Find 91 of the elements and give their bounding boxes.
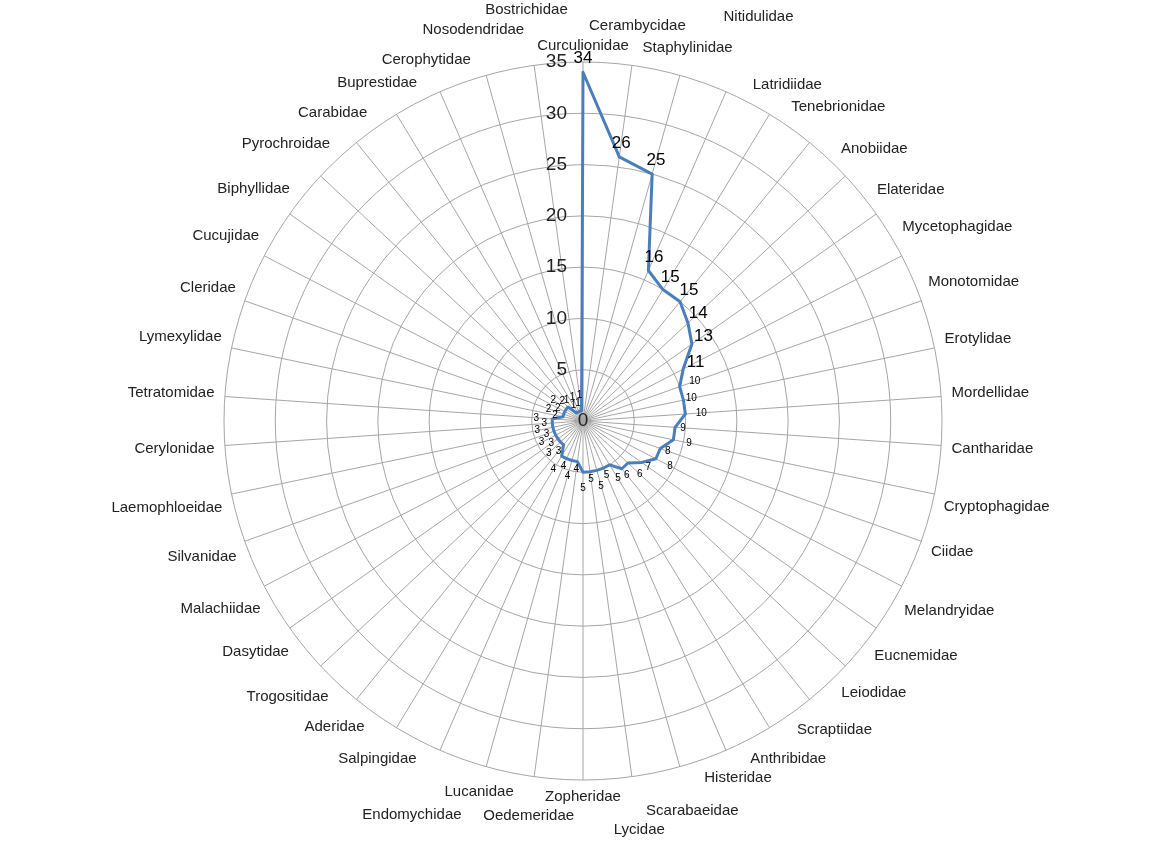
data-label: 6 <box>624 468 631 480</box>
data-label: 10 <box>695 406 708 418</box>
spoke-label: Histeridae <box>704 767 772 785</box>
spoke-label: Scraptiidae <box>796 720 873 738</box>
data-label: 1 <box>569 390 576 402</box>
y-tick-label: 15 <box>545 255 567 277</box>
data-label: 4 <box>573 463 580 475</box>
spoke-label: Leiodidae <box>841 682 907 700</box>
data-label: 6 <box>636 467 643 479</box>
data-label: 1 <box>575 397 582 409</box>
data-label: 3 <box>534 424 541 436</box>
spoke-label: Cryptophagidae <box>943 497 1050 515</box>
data-label: 4 <box>564 469 571 481</box>
data-label: 9 <box>680 421 687 433</box>
data-label: 3 <box>538 436 545 448</box>
spoke-label: Carabidae <box>298 103 368 121</box>
spoke-label: Endomychidae <box>362 804 462 822</box>
data-label: 1 <box>570 399 577 411</box>
spoke-label: Lymexylidae <box>138 327 222 345</box>
spoke-label: Tenebrionidae <box>791 97 886 115</box>
spoke-label: Elateridae <box>876 179 945 197</box>
spoke-label: Erotylidae <box>944 329 1012 347</box>
spoke-label: Salpingidae <box>338 749 417 767</box>
data-label: 3 <box>548 437 555 449</box>
spoke-label: Lucanidae <box>444 781 514 799</box>
y-tick-label: 20 <box>545 204 567 226</box>
spoke-label: Staphylinidae <box>642 37 733 55</box>
spoke-label: Aderidae <box>304 716 365 734</box>
spoke-label: Latridiidae <box>752 75 822 93</box>
spoke-label: Monotomidae <box>928 272 1020 290</box>
spoke-label: Ciidae <box>930 542 974 560</box>
spoke-label: Anobiidae <box>840 139 908 157</box>
spoke-label: Bostrichidae <box>485 0 568 17</box>
spoke-label: Laemophloeidae <box>111 497 223 515</box>
data-label: 11 <box>686 352 705 372</box>
data-label: 8 <box>665 444 672 456</box>
data-label: 3 <box>546 446 553 458</box>
data-label: 10 <box>689 375 701 387</box>
data-label: 13 <box>693 325 713 345</box>
spoke-label: Lycidae <box>613 820 665 838</box>
spoke-label: Tetratomidae <box>127 382 215 400</box>
spoke-label: Cleridae <box>180 277 236 295</box>
spoke-label: Silvanidae <box>167 546 237 564</box>
data-label: 5 <box>603 469 610 481</box>
spoke-label: Cerophytidae <box>381 50 471 68</box>
spoke-label: Buprestidae <box>337 72 418 90</box>
y-tick-label: 0 <box>577 409 589 431</box>
data-label: 25 <box>646 150 666 170</box>
spoke-label: Cucujidae <box>192 226 260 244</box>
data-label: 4 <box>550 463 557 475</box>
spoke-label: Mordellidae <box>951 383 1030 401</box>
y-tick-label: 30 <box>545 101 567 123</box>
data-label: 3 <box>543 427 550 439</box>
spoke-label: Scarabaeidae <box>646 801 739 819</box>
data-label: 4 <box>560 459 567 471</box>
data-label: 3 <box>541 417 548 429</box>
spoke-label: Melandryidae <box>904 600 995 618</box>
spoke-label: Biphyllidae <box>217 178 290 196</box>
data-label: 8 <box>667 459 674 471</box>
spoke-label: Dasytidae <box>222 642 289 660</box>
data-label: 5 <box>615 472 622 484</box>
spoke-label: Pyrochroidae <box>241 133 331 151</box>
data-label: 3 <box>533 411 540 423</box>
spoke-label: Zopheridae <box>545 786 621 804</box>
data-label: 15 <box>660 267 680 287</box>
y-tick-label: 5 <box>556 357 567 379</box>
spoke-label: Anthribidae <box>750 748 827 766</box>
data-label: 3 <box>555 444 562 456</box>
spoke-label: Eucnemidae <box>874 646 958 664</box>
spoke-label: Oedemeridae <box>483 806 575 824</box>
data-label: 2 <box>545 402 552 414</box>
data-label: 5 <box>588 473 595 485</box>
data-label: 7 <box>645 460 652 472</box>
data-label: 2 <box>559 395 566 407</box>
y-tick-label: 35 <box>545 50 567 72</box>
spoke-label: Nosodendridae <box>422 19 525 37</box>
data-label: 5 <box>598 479 605 491</box>
data-label: 9 <box>686 436 693 448</box>
spoke-label: Trogositidae <box>246 687 329 705</box>
spoke-label: Cerambycidae <box>589 15 686 33</box>
y-tick-label: 10 <box>545 306 567 328</box>
spoke-label: Cerylonidae <box>134 439 215 457</box>
spoke-label: Cantharidae <box>951 439 1034 457</box>
data-label: 10 <box>685 392 698 404</box>
data-label: 5 <box>580 482 587 494</box>
data-label: 15 <box>679 280 699 300</box>
spoke-label: Mycetophagidae <box>902 217 1013 235</box>
spoke-label: Nitidulidae <box>723 7 794 25</box>
y-tick-label: 25 <box>545 152 567 174</box>
data-label: 14 <box>688 303 708 323</box>
spoke-label: Malachiidae <box>180 598 261 616</box>
